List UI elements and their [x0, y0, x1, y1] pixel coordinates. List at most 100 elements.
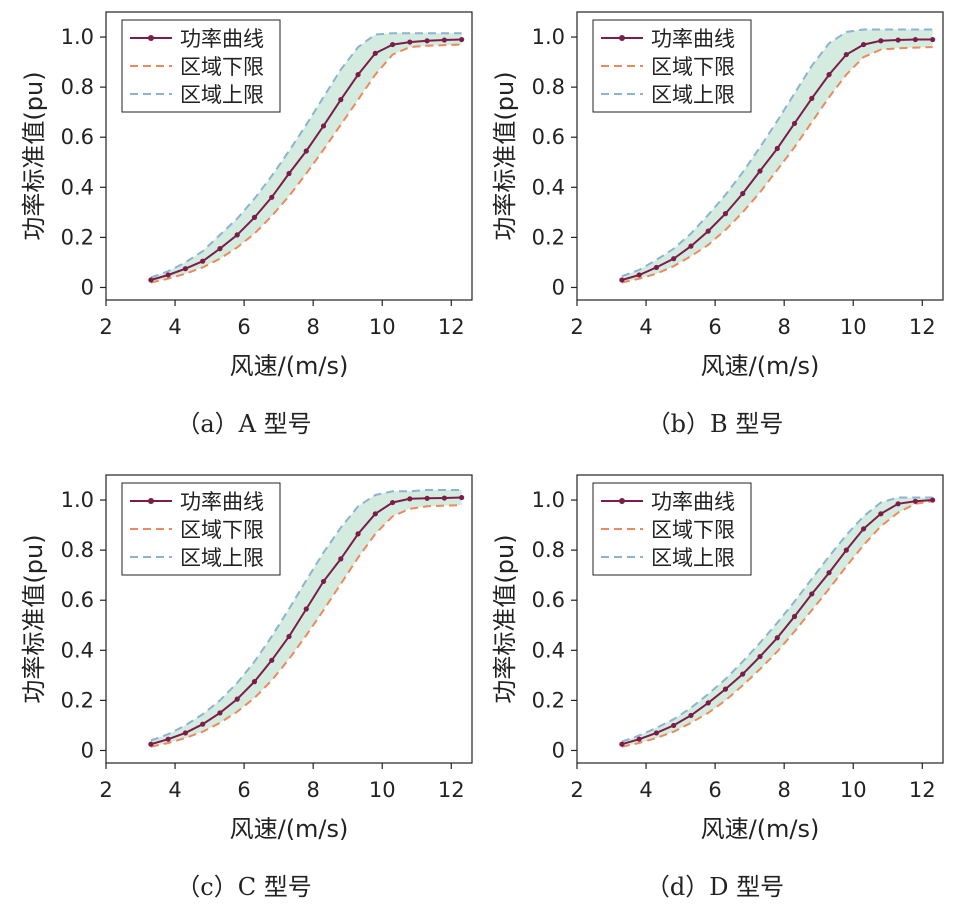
chart-panel-c: 2 4 6 8 10 12 0 0.2 0.4 0.6 0.8 1.0 风速/(m/s) 功率标准值(pu… [0, 463, 488, 919]
power-curve-point [372, 511, 378, 517]
power-curve-point [912, 498, 918, 504]
upper-bound-line [621, 28, 933, 278]
y-tick-label: 0.2 [61, 688, 94, 712]
power-curve-point [441, 37, 447, 43]
power-curve-point [200, 258, 206, 264]
upper-bound-line [621, 496, 933, 743]
y-axis-label: 功率标准值(pu) [20, 71, 48, 240]
power-curve-point [407, 496, 413, 502]
power-curve-point [338, 556, 344, 562]
power-curve-point [912, 36, 918, 43]
power-curve-point [722, 686, 729, 692]
power-curve-point [355, 72, 361, 78]
legend-marker [148, 498, 154, 504]
lower-bound-line [150, 43, 462, 284]
caption-suffix: 型号 [263, 873, 312, 901]
y-tick-label: 0.6 [532, 588, 565, 612]
caption-label: （c） [176, 873, 238, 901]
power-curve-point [182, 730, 189, 736]
power-curve-point [878, 38, 884, 44]
caption-label: （d） [645, 873, 710, 901]
power-curve-point [740, 671, 746, 677]
legend-marker [619, 35, 625, 41]
x-tick-label: 6 [237, 778, 250, 802]
x-axis-label: 风速/(m/s) [701, 815, 820, 843]
power-curve-point [653, 730, 660, 736]
lower-bound-line [150, 504, 462, 748]
power-curve-point [895, 37, 901, 43]
power-curve-point [389, 41, 396, 48]
power-curve-point [372, 50, 378, 56]
legend-label: 功率曲线 [651, 27, 735, 51]
power-curve-point [165, 272, 171, 278]
power-curve-point [860, 41, 867, 48]
plot-frame [576, 474, 944, 764]
power-curve-point [165, 736, 171, 742]
power-curve-point [441, 495, 447, 501]
y-tick-label: 1.0 [532, 25, 565, 49]
legend-label: 区域上限 [651, 546, 735, 570]
legend-label: 区域上限 [180, 546, 264, 570]
power-curve-point [424, 495, 430, 501]
power-curve-point [740, 190, 746, 197]
power-curve-point [217, 710, 223, 716]
caption: （a）A 型号 [0, 404, 488, 439]
caption-model: C [237, 873, 257, 901]
x-axis-label: 风速/(m/s) [230, 352, 349, 380]
upper-bound-line [150, 32, 462, 279]
x-tick-label: 6 [708, 315, 721, 339]
legend-label: 区域上限 [180, 83, 264, 107]
x-tick-label: 8 [306, 315, 319, 339]
y-tick-label: 0.6 [61, 125, 94, 149]
x-tick-label: 12 [909, 778, 936, 802]
caption-label: （b） [646, 410, 711, 438]
x-axis-label: 风速/(m/s) [701, 352, 820, 380]
power-curve-point [200, 721, 206, 727]
y-tick-label: 0.2 [61, 225, 94, 249]
legend-label: 区域下限 [651, 518, 735, 542]
x-tick-label: 4 [639, 778, 652, 802]
legend-label: 区域下限 [651, 55, 735, 79]
chart-panel-a: 2 4 6 8 10 12 0 0.2 0.4 0.6 0.8 1.0 风速/(m/s) 功率标准值(pu… [0, 0, 488, 456]
y-tick-label: 0.8 [532, 75, 565, 99]
x-tick-label: 4 [168, 315, 181, 339]
y-tick-label: 0.2 [532, 688, 565, 712]
power-curve-point [878, 511, 884, 517]
power-curve-point [619, 741, 625, 747]
power-curve-point [653, 264, 660, 271]
legend-label: 区域下限 [180, 518, 264, 542]
caption-model: B [710, 410, 728, 438]
power-curve-point [320, 578, 327, 585]
power-curve-point [459, 494, 465, 501]
y-axis-label: 功率标准值(pu) [491, 71, 519, 240]
x-tick-label: 12 [909, 315, 936, 339]
y-tick-label: 0.8 [532, 538, 565, 562]
power-curve-point [671, 256, 677, 262]
power-curve-point [234, 696, 240, 702]
chart-svg: 2 4 6 8 10 12 0 0.2 0.4 0.6 0.8 1.0 风速/(m/s) 功率标准值(pu… [491, 474, 944, 843]
lower-bound-line [621, 46, 933, 284]
power-curve-point [636, 272, 642, 278]
legend-label: 功率曲线 [180, 490, 264, 514]
power-curve-point [148, 277, 154, 283]
power-curve-point [148, 741, 154, 747]
plot-frame [576, 11, 944, 301]
x-tick-label: 8 [777, 778, 790, 802]
power-curve-point [930, 497, 936, 503]
y-tick-label: 0.4 [61, 638, 94, 662]
power-curve-point [860, 526, 867, 532]
x-tick-label: 4 [168, 778, 181, 802]
power-curve-point [407, 39, 413, 45]
x-tick-label: 12 [438, 315, 465, 339]
power-curve-point [303, 606, 309, 612]
x-tick-label: 10 [369, 315, 396, 339]
power-curve-point [269, 194, 275, 200]
x-tick-label: 8 [306, 778, 319, 802]
caption-label: （a） [176, 410, 239, 438]
y-tick-label: 0.6 [532, 125, 565, 149]
power-curve-point [809, 95, 815, 101]
x-tick-label: 2 [570, 778, 583, 802]
power-curve-point [424, 38, 430, 44]
y-tick-label: 0.4 [532, 175, 565, 199]
power-curve-point [843, 547, 849, 553]
